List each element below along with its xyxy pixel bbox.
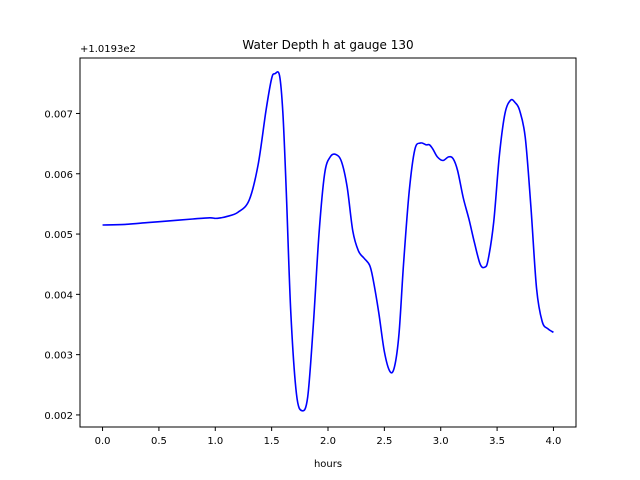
x-axis-label: hours [314, 459, 342, 470]
y-tick-label: 0.005 [44, 230, 73, 241]
y-tick-label: 0.004 [44, 290, 73, 301]
x-tick-label: 3.5 [489, 436, 505, 447]
y-tick-label: 0.006 [44, 170, 73, 181]
x-tick-label: 3.0 [433, 436, 449, 447]
series-line [102, 71, 554, 412]
x-tick-label: 0.5 [151, 436, 167, 447]
y-tick-label: 0.003 [44, 351, 73, 362]
x-tick-label: 2.5 [376, 436, 392, 447]
x-tick-label: 1.0 [207, 436, 223, 447]
axes-frame [79, 57, 577, 428]
x-tick-label: 1.5 [264, 436, 280, 447]
x-tick-label: 4.0 [546, 436, 562, 447]
x-tick-label: 0.0 [95, 436, 111, 447]
y-tick-label: 0.007 [44, 109, 73, 120]
plot-area [102, 71, 554, 412]
y-tick-label: 0.002 [44, 411, 73, 422]
y-offset-label: +1.0193e2 [80, 44, 136, 55]
axis-ticks: 0.0 0.5 1.0 1.5 2.0 2.5 3.0 3.5 4.0 0.002 0.003 0.0… [44, 109, 561, 447]
chart-title: Water Depth h at gauge 130 [242, 38, 413, 52]
x-tick-label: 2.0 [320, 436, 336, 447]
